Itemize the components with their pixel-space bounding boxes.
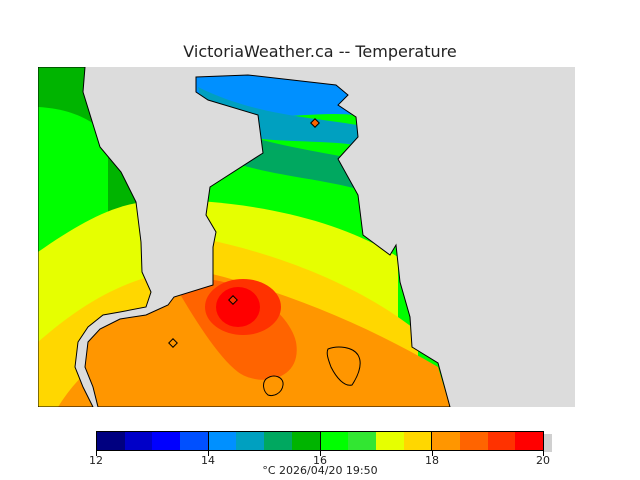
colorbar-segment bbox=[180, 432, 209, 450]
colorbar-segment bbox=[487, 432, 516, 450]
east-coastline bbox=[84, 74, 451, 407]
island-south bbox=[263, 375, 284, 396]
colorbar-segment bbox=[459, 432, 488, 450]
tick-18 bbox=[432, 451, 433, 456]
map-title: VictoriaWeather.ca -- Temperature bbox=[183, 42, 457, 61]
tick-label-20: 20 bbox=[536, 454, 550, 467]
colorbar-segment bbox=[264, 432, 292, 450]
tick-label-16: 16 bbox=[313, 454, 327, 467]
timestamp-label: °C 2026/04/20 19:50 bbox=[262, 464, 378, 477]
colorbar-segment bbox=[348, 432, 376, 450]
colorbar-segment bbox=[236, 432, 265, 450]
colorbar-segment bbox=[403, 432, 433, 450]
colorbar-segment bbox=[152, 432, 181, 450]
colorbar-shadow bbox=[544, 434, 552, 452]
colorbar-segment bbox=[97, 432, 125, 450]
tick-20 bbox=[543, 451, 544, 456]
station-marker-victoria[interactable] bbox=[228, 295, 238, 305]
island-east bbox=[326, 346, 361, 386]
tick-label-12: 12 bbox=[89, 454, 103, 467]
colorbar-segment bbox=[291, 432, 321, 450]
colorbar-segment bbox=[515, 432, 543, 450]
tick-label-18: 18 bbox=[425, 454, 439, 467]
colorbar-segment bbox=[432, 432, 460, 450]
colorbar-segment bbox=[375, 432, 404, 450]
tick-16 bbox=[320, 451, 321, 456]
station-marker-saanich[interactable] bbox=[310, 118, 320, 128]
tick-12 bbox=[96, 451, 97, 456]
temperature-map bbox=[38, 67, 575, 407]
tick-label-14: 14 bbox=[201, 454, 215, 467]
colorbar-segment bbox=[208, 432, 237, 450]
station-marker-west[interactable] bbox=[168, 338, 178, 348]
tick-14 bbox=[208, 451, 209, 456]
colorbar-segment bbox=[320, 432, 349, 450]
temperature-colorbar bbox=[96, 431, 544, 451]
west-coastline bbox=[38, 67, 152, 407]
colorbar-segment bbox=[124, 432, 153, 450]
